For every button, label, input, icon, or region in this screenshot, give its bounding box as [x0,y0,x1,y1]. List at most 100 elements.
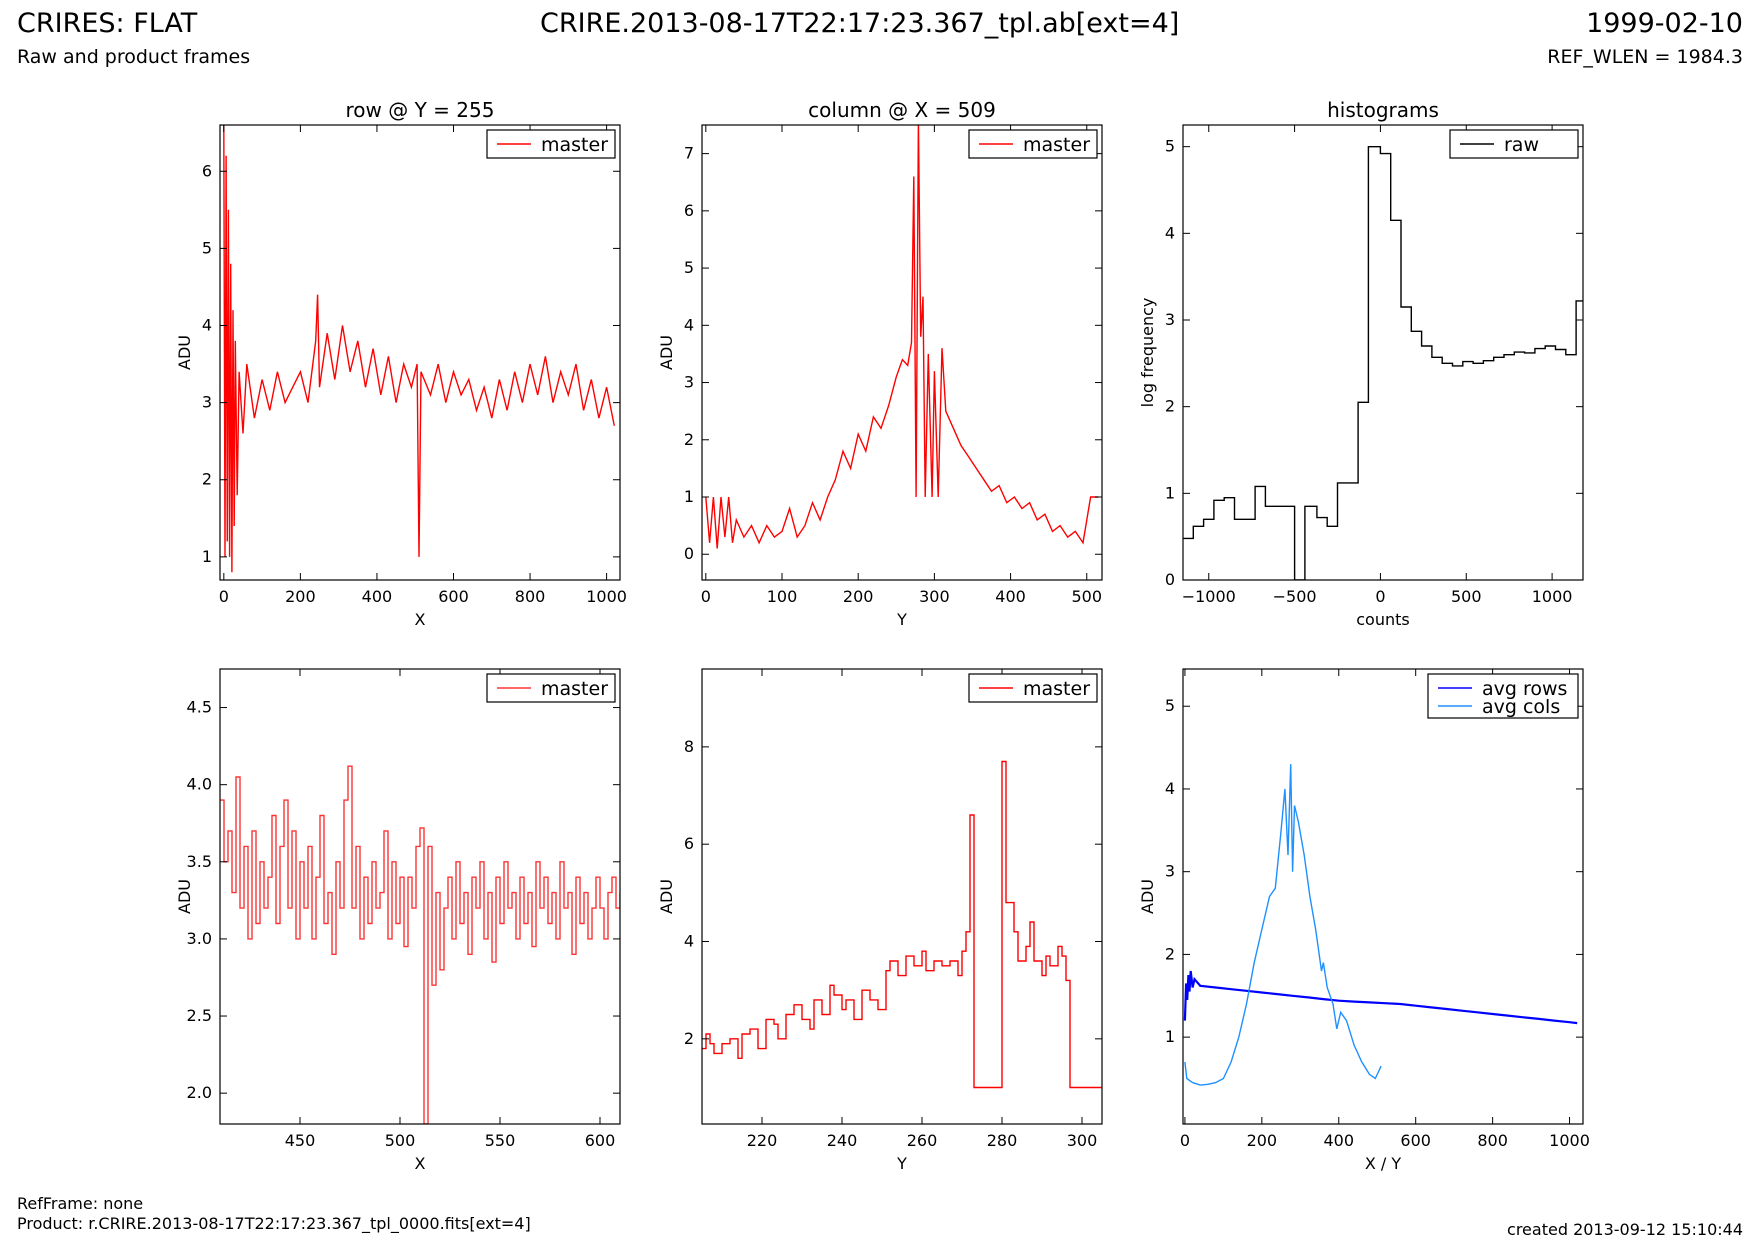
x-tick-label: 100 [767,587,798,606]
panel-2: 0 100 200 300 400 500 0 1 2 3 4 5 6 7 column @ X = 509… [657,98,1103,629]
x-tick-label: 260 [907,1131,938,1150]
y-tick-label: 4 [1165,779,1175,798]
y-axis-label: ADU [657,879,676,914]
legend-label: raw [1504,134,1539,156]
x-tick-label: 400 [995,587,1026,606]
y-tick-label: 1 [684,487,694,506]
y-tick-label: 4.0 [187,775,212,794]
x-tick-label: 0 [1180,1131,1190,1150]
legend: master [486,129,616,159]
y-tick-label: 3.5 [187,852,212,871]
y-axis-label: ADU [657,335,676,370]
plot-frame [219,124,621,581]
y-tick-label: 3 [1165,310,1175,329]
plot-frame [1182,668,1584,1125]
x-tick-label: 1000 [1549,1131,1590,1150]
y-tick-label: 4.5 [187,698,212,717]
x-tick-label: 400 [1323,1131,1354,1150]
panel-5: 220 240 260 280 300 2 4 6 8 Y ADU master [657,668,1103,1173]
legend: raw [1449,129,1579,159]
x-tick-label: 1000 [586,587,627,606]
y-tick-label: 1 [1165,1027,1175,1046]
series-line-master [223,125,615,573]
series-line-raw [1183,146,1583,580]
y-tick-label: 0 [684,544,694,563]
y-tick-label: 1 [1165,483,1175,502]
x-axis-label: X / Y [1365,1154,1402,1173]
x-tick-label: 200 [1247,1131,1278,1150]
legend-label: avg cols [1482,696,1560,718]
panel-title: column @ X = 509 [808,98,996,122]
y-tick-label: 5 [202,238,212,257]
x-tick-label: 1000 [1532,587,1573,606]
y-tick-label: 6 [684,201,694,220]
y-tick-label: 2.0 [187,1083,212,1102]
plot-frame [1182,124,1584,581]
legend-label: master [1023,134,1090,156]
x-tick-label: 300 [919,587,950,606]
legend: master [968,673,1098,703]
panel-6: 0 200 400 600 800 1000 1 2 3 4 5 X / Y ADU avg rowsav… [1138,668,1590,1173]
y-tick-label: 3.0 [187,929,212,948]
x-tick-label: 600 [585,1131,616,1150]
x-tick-label: 300 [1067,1131,1098,1150]
file-name: CRIRE.2013-08-17T22:17:23.367_tpl.ab[ext… [540,8,1180,39]
x-tick-label: 200 [285,587,316,606]
y-axis-label: ADU [1138,879,1157,914]
x-tick-label: 500 [1451,587,1482,606]
y-tick-label: 5 [1165,696,1175,715]
panel-title: row @ Y = 255 [346,98,495,122]
legend-label: avg rows [1482,678,1567,700]
x-tick-label: 0 [701,587,711,606]
y-tick-label: 2 [1165,397,1175,416]
y-tick-label: 4 [684,932,694,951]
x-tick-label: 800 [515,587,546,606]
x-tick-label: 450 [285,1131,316,1150]
x-axis-label: Y [896,610,907,629]
x-tick-label: −1000 [1182,587,1236,606]
x-tick-label: 0 [1375,587,1385,606]
y-tick-label: 3 [684,373,694,392]
y-tick-label: 3 [202,393,212,412]
legend: master [968,129,1098,159]
panel-1: 0 200 400 600 800 1000 1 2 3 4 5 6 row @ Y = 255 X ADU… [175,98,627,629]
panel-title: histograms [1327,98,1439,122]
series-line-master [702,760,1102,1089]
panel-3: −1000 −500 0 500 1000 0 1 2 3 4 5 histograms counts l… [1138,98,1584,629]
series-line-avg-cols [1184,764,1382,1086]
figure-title: CRIRES: FLAT [17,8,198,39]
plot-frame [701,668,1103,1125]
x-tick-label: 280 [987,1131,1018,1150]
plot-frame [219,668,621,1125]
y-tick-label: 5 [684,258,694,277]
product-label: Product: r.CRIRE.2013-08-17T22:17:23.367… [17,1214,531,1233]
x-tick-label: 240 [827,1131,858,1150]
x-tick-label: 550 [485,1131,516,1150]
y-tick-label: 1 [202,547,212,566]
panel-4: 450 500 550 600 2.0 2.5 3.0 3.5 4.0 4.5 X ADU master [175,668,621,1173]
refframe-label: RefFrame: none [17,1194,144,1213]
y-tick-label: 7 [684,144,694,163]
legend: master [486,673,616,703]
y-tick-label: 8 [684,737,694,756]
x-tick-label: 200 [843,587,874,606]
y-axis-label: log frequency [1138,298,1157,408]
x-tick-label: 800 [1477,1131,1508,1150]
y-tick-label: 3 [1165,862,1175,881]
ref-wlen-label: REF_WLEN = 1984.3 [1547,46,1743,68]
y-axis-label: ADU [175,335,194,370]
plot-frame [701,124,1103,581]
legend-label: master [541,134,608,156]
x-axis-label: counts [1356,610,1409,629]
y-tick-label: 6 [684,834,694,853]
y-tick-label: 6 [202,161,212,180]
legend-label: master [541,678,608,700]
x-tick-label: 0 [219,587,229,606]
y-tick-label: 2 [684,430,694,449]
figure-subtitle: Raw and product frames [17,46,251,68]
x-tick-label: 500 [385,1131,416,1150]
x-tick-label: 600 [1400,1131,1431,1150]
x-tick-label: 220 [747,1131,778,1150]
